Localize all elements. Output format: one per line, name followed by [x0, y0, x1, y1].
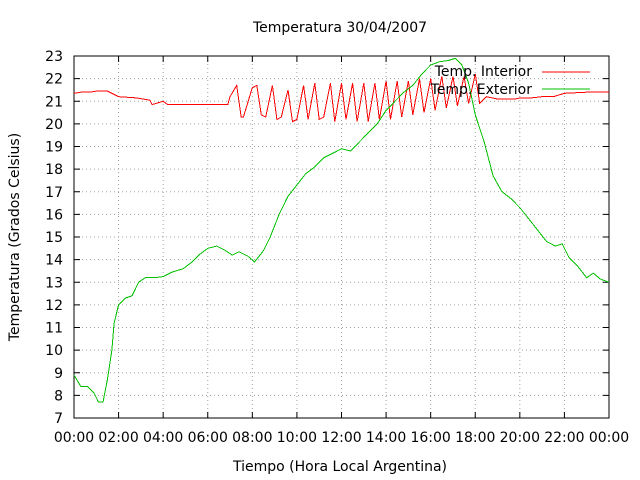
plot-frame	[73, 55, 610, 419]
y-tick-label: 11	[45, 321, 63, 337]
series-layer	[73, 57, 610, 403]
y-tick-label: 12	[45, 298, 63, 314]
x-tick-label: 04:00	[143, 430, 183, 446]
y-axis-label: Temperatura (Grados Celsius)	[7, 133, 23, 342]
x-tick-label: 12:00	[321, 430, 361, 446]
legend: Temp. Interior Temp. Exterior	[430, 64, 590, 98]
y-tick-label: 22	[45, 72, 63, 88]
y-tick-label: 10	[45, 343, 63, 359]
x-tick-label: 00:00	[54, 430, 94, 446]
chart-title: Temperatura 30/04/2007	[252, 20, 427, 36]
x-tick-label: 02:00	[98, 430, 138, 446]
y-tick-label: 18	[45, 162, 63, 178]
x-tick-label: 18:00	[455, 430, 495, 446]
series-line-exterior	[73, 57, 610, 403]
y-tick-label: 9	[54, 366, 63, 382]
y-tick-label: 16	[45, 207, 63, 223]
y-tick-label: 20	[45, 117, 63, 133]
y-tick-label: 17	[45, 185, 63, 201]
legend-label-exterior: Temp. Exterior	[430, 82, 533, 98]
y-tick-label: 14	[45, 253, 63, 269]
y-tick-label: 19	[45, 140, 63, 156]
x-tick-label: 00:00	[589, 430, 629, 446]
x-tick-label: 22:00	[544, 430, 584, 446]
y-tick-label: 7	[54, 411, 63, 427]
x-tick-label: 10:00	[277, 430, 317, 446]
axis-ticks	[73, 55, 610, 419]
x-tick-label: 08:00	[232, 430, 272, 446]
y-tick-label: 15	[45, 230, 63, 246]
x-tick-label: 06:00	[188, 430, 228, 446]
y-tick-label: 13	[45, 275, 63, 291]
grid-lines	[74, 56, 609, 418]
x-tick-label: 20:00	[500, 430, 540, 446]
y-tick-label: 23	[45, 49, 63, 65]
x-tick-label: 14:00	[366, 430, 406, 446]
y-tick-label: 8	[54, 388, 63, 404]
x-axis-label: Tiempo (Hora Local Argentina)	[232, 459, 447, 475]
x-tick-label: 16:00	[410, 430, 450, 446]
legend-label-interior: Temp. Interior	[434, 64, 533, 80]
y-tick-label: 21	[45, 94, 63, 110]
